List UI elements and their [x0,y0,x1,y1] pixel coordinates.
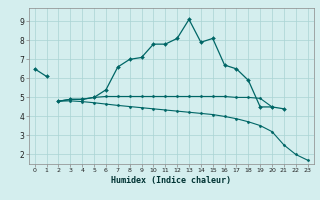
X-axis label: Humidex (Indice chaleur): Humidex (Indice chaleur) [111,176,231,185]
